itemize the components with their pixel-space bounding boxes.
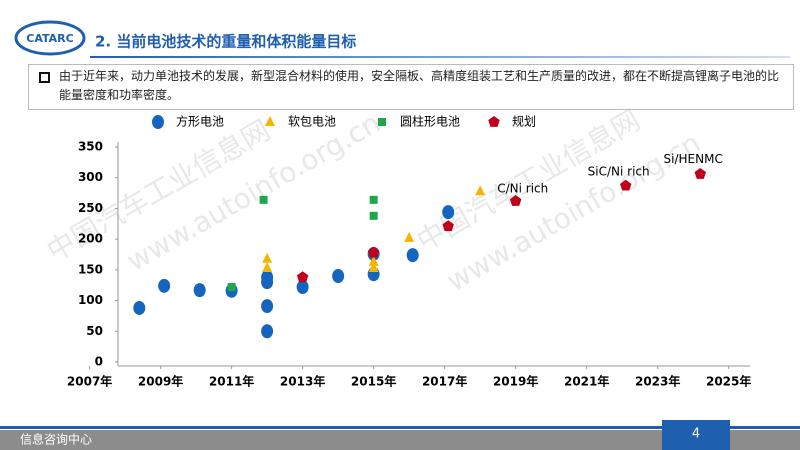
x-tick-label: 2021年	[564, 374, 609, 389]
point	[261, 324, 274, 339]
annotation: Si/HENMC	[664, 152, 723, 166]
title-rule	[90, 56, 790, 58]
page-badge	[662, 420, 730, 450]
point	[296, 280, 309, 295]
legend-label: 圆柱形电池	[400, 114, 460, 129]
x-tick-label: 2017年	[422, 374, 467, 389]
y-tick-label: 200	[78, 232, 103, 246]
point	[406, 248, 419, 263]
point	[369, 195, 378, 204]
point	[332, 269, 345, 283]
x-tick-label: 2013年	[280, 374, 325, 389]
point	[475, 185, 486, 196]
page-number: 4	[692, 427, 700, 442]
footer-rule	[0, 426, 800, 429]
logo-ring	[14, 20, 86, 56]
x-tick-label: 2023年	[635, 374, 680, 389]
x-tick-label: 2015年	[351, 374, 396, 389]
point	[227, 283, 236, 292]
logo: CATARC	[26, 32, 73, 45]
slide-title: 2. 当前电池技术的重量和体积能量目标	[95, 33, 356, 51]
point	[261, 299, 274, 314]
bullet: 由于近年来，动力单池技术的发展，新型混合材料的使用，安全隔板、高精度组装工艺和生…	[28, 64, 794, 110]
point	[296, 271, 309, 283]
point	[262, 262, 273, 273]
annotation: C/Ni rich	[497, 181, 548, 195]
legend-marker	[488, 116, 500, 127]
point	[368, 255, 379, 266]
point	[368, 262, 379, 273]
x-tick-label: 2007年	[67, 374, 112, 389]
legend-marker	[378, 118, 386, 126]
legend-label: 软包电池	[288, 115, 336, 129]
y-tick-label: 250	[78, 201, 103, 215]
legend-label: 规划	[512, 114, 536, 129]
x-tick-label: 2019年	[493, 374, 538, 389]
footer-text: 信息咨询中心	[20, 432, 92, 447]
point	[158, 278, 171, 293]
point	[509, 195, 522, 206]
legend-marker	[152, 115, 164, 129]
y-tick-label: 50	[86, 324, 103, 338]
x-tick-label: 2011年	[209, 374, 254, 389]
point	[442, 220, 454, 232]
y-tick-label: 100	[78, 293, 103, 307]
bullet-text: 由于近年来，动力单池技术的发展，新型混合材料的使用，安全隔板、高精度组装工艺和生…	[59, 69, 780, 102]
y-tick-label: 150	[78, 262, 103, 276]
annotation: SiC/Ni rich	[588, 165, 650, 179]
y-tick-label: 0	[95, 355, 103, 369]
legend-marker	[265, 116, 275, 126]
point	[367, 246, 380, 258]
y-tick-label: 350	[78, 140, 103, 154]
legend-label: 方形电池	[176, 114, 224, 129]
point	[442, 205, 455, 220]
point	[369, 211, 378, 220]
point	[262, 252, 273, 263]
point	[620, 179, 632, 191]
x-tick-label: 2009年	[138, 374, 183, 389]
footer-bar	[0, 430, 800, 450]
point	[133, 300, 146, 315]
point	[193, 283, 206, 298]
bullet-icon	[39, 72, 50, 83]
point	[261, 275, 274, 290]
point	[694, 168, 706, 179]
x-tick-label: 2025年	[706, 374, 751, 389]
point	[404, 231, 415, 242]
y-tick-label: 300	[78, 170, 103, 184]
point	[259, 195, 268, 204]
